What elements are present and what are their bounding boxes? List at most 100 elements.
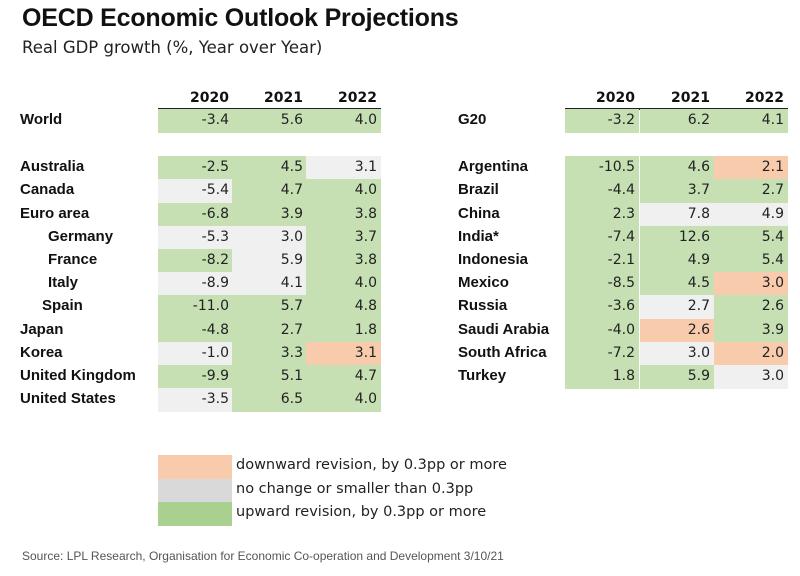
value-cell: 2.7	[232, 318, 307, 343]
row-label: Spain	[42, 297, 83, 315]
value-cell: -8.2	[158, 249, 233, 273]
value-cell: 3.0	[232, 225, 307, 250]
row-label: United States	[20, 390, 116, 408]
value-cell: -9.9	[158, 365, 233, 389]
value-cell: 3.8	[306, 202, 381, 227]
source-note: Source: LPL Research, Organisation for E…	[22, 549, 504, 563]
value-cell: 4.1	[232, 272, 307, 296]
value-cell: 2.7	[640, 295, 714, 320]
value-cell: 5.9	[232, 249, 307, 273]
legend-label-same: no change or smaller than 0.3pp	[236, 480, 474, 497]
row-label: France	[48, 251, 98, 268]
value-cell: 2.3	[565, 202, 639, 227]
value-cell: 3.3	[232, 341, 307, 366]
value-cell: -2.5	[158, 156, 233, 180]
value-cell: 5.6	[232, 109, 307, 133]
value-cell: 4.0	[306, 388, 381, 412]
row-label: Canada	[20, 181, 75, 199]
value-cell: 4.5	[640, 272, 714, 296]
value-cell: 3.7	[306, 225, 381, 250]
value-cell: 2.6	[714, 295, 788, 320]
value-cell: 5.7	[232, 295, 307, 320]
value-cell: -5.3	[158, 225, 233, 250]
value-cell: 3.1	[306, 341, 381, 366]
value-cell: -4.0	[565, 318, 639, 343]
value-cell: 4.6	[640, 156, 714, 180]
value-cell: -8.5	[565, 272, 639, 296]
value-cell: -3.4	[158, 109, 233, 133]
legend-swatch-up	[158, 502, 232, 526]
header-underline	[565, 108, 788, 110]
header-underline	[158, 108, 381, 110]
chart-title: OECD Economic Outlook Projections	[22, 4, 459, 32]
value-cell: 12.6	[640, 225, 714, 250]
row-label: Brazil	[458, 181, 499, 199]
value-cell: 4.5	[232, 156, 307, 180]
value-cell: 6.5	[232, 388, 307, 412]
value-cell: 2.6	[640, 318, 714, 343]
value-cell: -5.4	[158, 179, 233, 204]
value-cell: 4.9	[640, 249, 714, 273]
row-label: Germany	[48, 227, 114, 245]
legend-swatch-down	[158, 455, 232, 479]
row-label: G20	[458, 111, 487, 128]
column-header-2020: 2020	[190, 90, 229, 106]
legend-label-down: downward revision, by 0.3pp or more	[236, 457, 507, 473]
row-label: World	[20, 111, 63, 128]
value-cell: 3.8	[306, 249, 381, 273]
value-cell: 3.0	[714, 272, 788, 296]
row-label: Saudi Arabia	[458, 320, 550, 338]
value-cell: 3.1	[306, 156, 381, 180]
value-cell: -11.0	[158, 295, 233, 320]
row-label: Euro area	[20, 204, 90, 222]
value-cell: -3.5	[158, 388, 233, 412]
row-label: Argentina	[458, 158, 529, 176]
value-cell: 4.0	[306, 272, 381, 296]
value-cell: 1.8	[565, 365, 639, 389]
value-cell: 5.1	[232, 365, 307, 389]
value-cell: 3.7	[640, 179, 714, 204]
value-cell: 5.9	[640, 365, 714, 389]
value-cell: 4.0	[306, 109, 381, 133]
value-cell: 7.8	[640, 202, 714, 227]
value-cell: 4.9	[714, 202, 788, 227]
chart-subtitle: Real GDP growth (%, Year over Year)	[22, 38, 323, 57]
column-header-2022: 2022	[745, 90, 784, 106]
row-label: Korea	[20, 343, 63, 361]
column-header-2021: 2021	[671, 90, 710, 106]
value-cell: -7.2	[565, 341, 639, 366]
row-label: Indonesia	[458, 251, 529, 268]
value-cell: 3.0	[714, 365, 788, 389]
value-cell: 3.9	[232, 202, 307, 227]
row-label: Turkey	[458, 367, 507, 384]
row-label: China	[458, 204, 500, 222]
value-cell: 4.7	[306, 365, 381, 389]
legend-swatch-same	[158, 478, 232, 503]
value-cell: -3.2	[565, 109, 639, 133]
value-cell: 4.7	[232, 179, 307, 204]
row-label: India*	[458, 227, 499, 245]
row-label: Australia	[20, 158, 85, 176]
value-cell: -1.0	[158, 341, 233, 366]
value-cell: 4.0	[306, 179, 381, 204]
value-cell: 2.0	[714, 341, 788, 366]
value-cell: 2.7	[714, 179, 788, 204]
legend-label-up: upward revision, by 0.3pp or more	[236, 504, 487, 520]
value-cell: 5.4	[714, 249, 788, 273]
value-cell: -10.5	[565, 156, 639, 180]
value-cell: -2.1	[565, 249, 639, 273]
value-cell: 4.8	[306, 295, 381, 320]
value-cell: -4.8	[158, 318, 233, 343]
value-cell: -8.9	[158, 272, 233, 296]
row-label: United Kingdom	[20, 367, 136, 384]
value-cell: 2.1	[714, 156, 788, 180]
value-cell: 3.0	[640, 341, 714, 366]
value-cell: 1.8	[306, 318, 381, 343]
value-cell: -6.8	[158, 202, 233, 227]
value-cell: 5.4	[714, 225, 788, 250]
row-label: South Africa	[458, 343, 547, 361]
value-cell: 4.1	[714, 109, 788, 133]
value-cell: 6.2	[640, 109, 714, 133]
value-cell: -3.6	[565, 295, 639, 320]
row-label: Mexico	[458, 274, 509, 292]
